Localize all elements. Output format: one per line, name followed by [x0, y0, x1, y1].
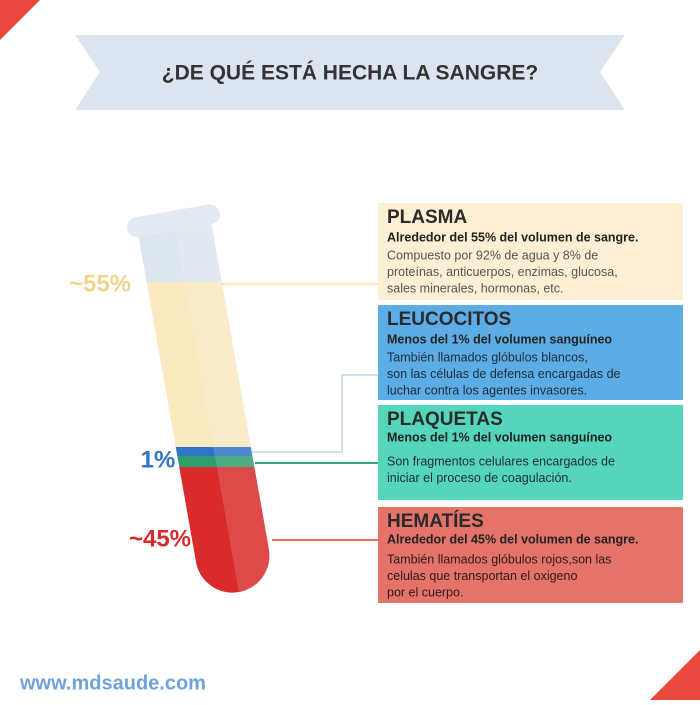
section-title: HEMATÍES	[387, 510, 484, 532]
footer-url: www.mdsaude.com	[19, 672, 206, 694]
section-body: iniciar el proceso de coagulación.	[387, 471, 572, 485]
section-body: sales minerales, hormonas, etc.	[387, 281, 563, 295]
section-body: son las células de defensa encargadas de	[387, 367, 621, 381]
section-box	[378, 507, 683, 603]
title-ribbon	[75, 35, 625, 110]
section-subtitle: Menos del 1% del volumen sanguíneo	[387, 332, 612, 346]
tube-rim	[126, 204, 220, 238]
section-body: También llamados glóbulos rojos,son las	[387, 552, 611, 566]
section-body: por el cuerpo.	[387, 585, 463, 599]
section-title: PLAQUETAS	[387, 409, 503, 430]
corner	[650, 650, 700, 700]
section-body: proteínas, anticuerpos, enzimas, glucosa…	[387, 265, 618, 279]
section-body: Son fragmentos celulares encargados de	[387, 454, 615, 468]
section-body: luchar contra los agentes invasores.	[387, 383, 587, 397]
section-body: También llamados glóbulos blancos,	[387, 350, 588, 364]
title: ¿DE QUÉ ESTÁ HECHA LA SANGRE?	[162, 62, 538, 85]
section-body: Compuesto por 92% de agua y 8% de	[387, 248, 598, 262]
connector	[252, 374, 378, 453]
percent-label: ~55%	[69, 270, 131, 297]
section-subtitle: Menos del 1% del volumen sanguíneo	[387, 430, 612, 444]
section-body: celulas que transportan el oxigeno	[387, 569, 577, 583]
section-box	[378, 203, 683, 300]
percent-label: ~45%	[129, 525, 191, 552]
section-title: PLASMA	[387, 207, 468, 228]
section-subtitle: Alrededor del 55% del volumen de sangre.	[387, 230, 638, 244]
percent-label: 1%	[141, 446, 176, 473]
section-box	[378, 305, 683, 400]
corner	[0, 0, 40, 40]
section-subtitle: Alrededor del 45% del volumen de sangre.	[387, 532, 638, 546]
section-box	[378, 405, 683, 500]
section-title: LEUCOCITOS	[387, 309, 511, 330]
